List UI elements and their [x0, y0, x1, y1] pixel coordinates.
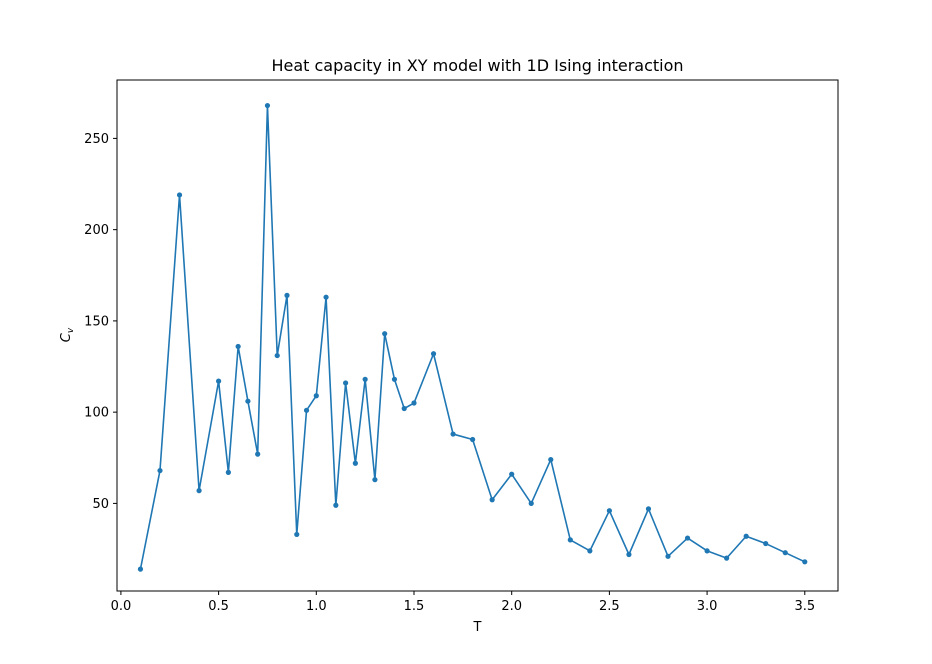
data-point: [684, 535, 691, 541]
x-axis-label: T: [473, 620, 482, 635]
data-point: [411, 400, 417, 406]
x-tick-label: 1.5: [404, 599, 425, 614]
data-point: [567, 537, 573, 543]
data-point: [509, 471, 515, 477]
data-point: [245, 398, 251, 404]
data-point: [430, 351, 437, 357]
data-point: [264, 102, 271, 109]
data-series: [137, 102, 808, 572]
data-point: [391, 376, 398, 382]
x-tick-label: 0.5: [208, 599, 229, 614]
data-point: [372, 477, 378, 483]
data-point: [528, 500, 534, 506]
data-point: [665, 553, 671, 559]
data-point: [157, 467, 163, 474]
x-tick-label: 3.0: [697, 599, 718, 614]
data-point: [323, 294, 329, 300]
data-point: [284, 292, 290, 298]
data-point: [548, 457, 554, 463]
data-point: [196, 488, 202, 494]
data-point: [303, 407, 310, 413]
data-point: [362, 376, 368, 382]
data-point: [763, 540, 769, 547]
data-point: [352, 460, 358, 466]
y-tick-label: 100: [84, 406, 109, 421]
y-tick-label: 150: [84, 314, 109, 329]
y-axis-label-main: C: [59, 332, 74, 342]
data-point: [489, 497, 495, 503]
x-tick-label: 2.0: [501, 599, 522, 614]
y-tick-label: 200: [84, 223, 109, 238]
data-point: [382, 331, 388, 337]
data-point: [176, 192, 183, 198]
y-axis-label-sub: v: [66, 327, 76, 333]
data-point: [470, 436, 476, 443]
data-point: [255, 451, 261, 457]
x-tick-label: 0.0: [111, 599, 132, 614]
data-point: [313, 393, 319, 399]
series-line: [139, 104, 806, 570]
y-tick-label: 50: [92, 497, 109, 512]
data-point: [782, 550, 788, 556]
x-axis: 0.0 0.5 1.0 1.5 2.0 2.5 3.0 3.5: [111, 591, 815, 614]
chart-title: Heat capacity in XY model with 1D Ising …: [271, 56, 683, 75]
x-tick-label: 3.5: [794, 599, 815, 614]
data-point: [743, 533, 749, 539]
data-point: [724, 555, 730, 561]
data-point: [343, 380, 349, 386]
data-point: [294, 531, 300, 538]
x-tick-label: 1.0: [306, 599, 327, 614]
y-tick-label: 250: [84, 132, 109, 147]
data-point: [587, 548, 593, 554]
data-point: [216, 378, 222, 384]
data-point: [802, 559, 808, 565]
data-point: [235, 343, 241, 350]
plot-frame: [116, 79, 839, 592]
data-point: [606, 508, 612, 514]
x-tick-label: 2.5: [599, 599, 620, 614]
data-point: [401, 405, 407, 412]
data-point: [645, 506, 652, 512]
data-point: [333, 502, 339, 508]
data-point: [450, 431, 456, 437]
y-axis-label: Cv: [59, 327, 76, 342]
data-point: [704, 548, 710, 554]
data-point: [137, 566, 144, 572]
data-point: [626, 551, 632, 558]
data-point: [225, 469, 231, 475]
data-point: [274, 352, 280, 359]
y-axis: 50 100 150 200 250: [84, 132, 117, 512]
